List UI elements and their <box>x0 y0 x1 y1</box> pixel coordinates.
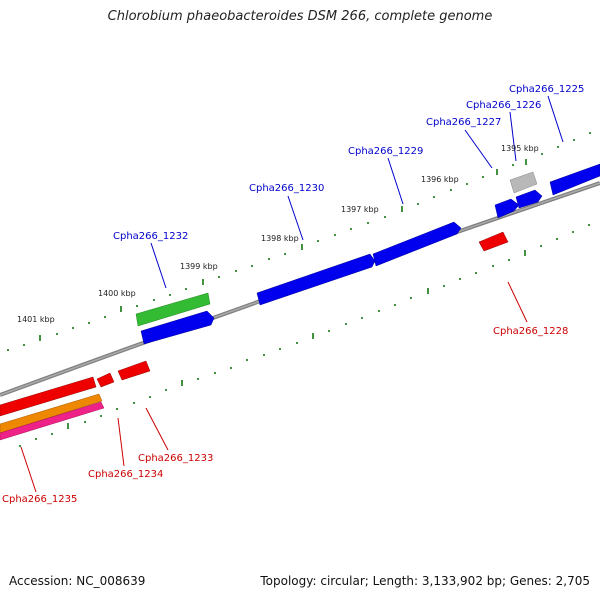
gene-feature[interactable] <box>549 163 600 196</box>
reverse-tick-row <box>19 224 590 447</box>
gene-label[interactable]: Cpha266_1228 <box>493 326 568 337</box>
gene-label[interactable]: Cpha266_1225 <box>509 84 584 95</box>
gene-feature[interactable] <box>0 393 103 434</box>
scale-label: 1397 kbp <box>341 205 379 214</box>
gene-feature[interactable] <box>494 198 520 219</box>
gene-label[interactable]: Cpha266_1233 <box>138 453 213 464</box>
gene-feature[interactable] <box>478 231 509 252</box>
gene-feature[interactable] <box>515 189 543 209</box>
forward-tick-row <box>7 132 591 351</box>
genome-title: Chlorobium phaeobacteroides DSM 266, com… <box>107 9 493 24</box>
scale-label: 1396 kbp <box>421 175 459 184</box>
gene-label[interactable]: Cpha266_1232 <box>113 231 188 242</box>
scale-label: 1399 kbp <box>180 262 218 271</box>
gene-label[interactable]: Cpha266_1229 <box>348 146 423 157</box>
gene-label[interactable]: Cpha266_1226 <box>466 100 541 111</box>
scale-label: 1400 kbp <box>98 289 136 298</box>
gene-label[interactable]: Cpha266_1234 <box>88 469 163 480</box>
gene-label[interactable]: Cpha266_1235 <box>2 494 77 505</box>
gene-label[interactable]: Cpha266_1227 <box>426 117 501 128</box>
topology-text: Topology: circular; Length: 3,133,902 bp… <box>260 574 590 588</box>
gene-feature[interactable] <box>96 372 115 388</box>
forward-features <box>135 163 600 345</box>
gene-label[interactable]: Cpha266_1230 <box>249 183 324 194</box>
gene-feature[interactable] <box>117 360 151 381</box>
scale-label: 1398 kbp <box>261 234 299 243</box>
gene-feature[interactable] <box>140 310 215 345</box>
gene-feature[interactable] <box>256 253 376 306</box>
label-leader-lines <box>20 95 564 493</box>
accession-text: Accession: NC_008639 <box>9 574 146 588</box>
scale-label: 1395 kbp <box>501 144 539 153</box>
gene-feature[interactable] <box>372 221 462 267</box>
scale-label: 1401 kbp <box>17 315 55 324</box>
gene-feature[interactable] <box>135 292 211 327</box>
reverse-features <box>0 231 509 441</box>
gene-feature[interactable] <box>0 376 97 417</box>
gene-feature[interactable] <box>0 401 105 441</box>
gene-feature[interactable] <box>509 171 538 194</box>
